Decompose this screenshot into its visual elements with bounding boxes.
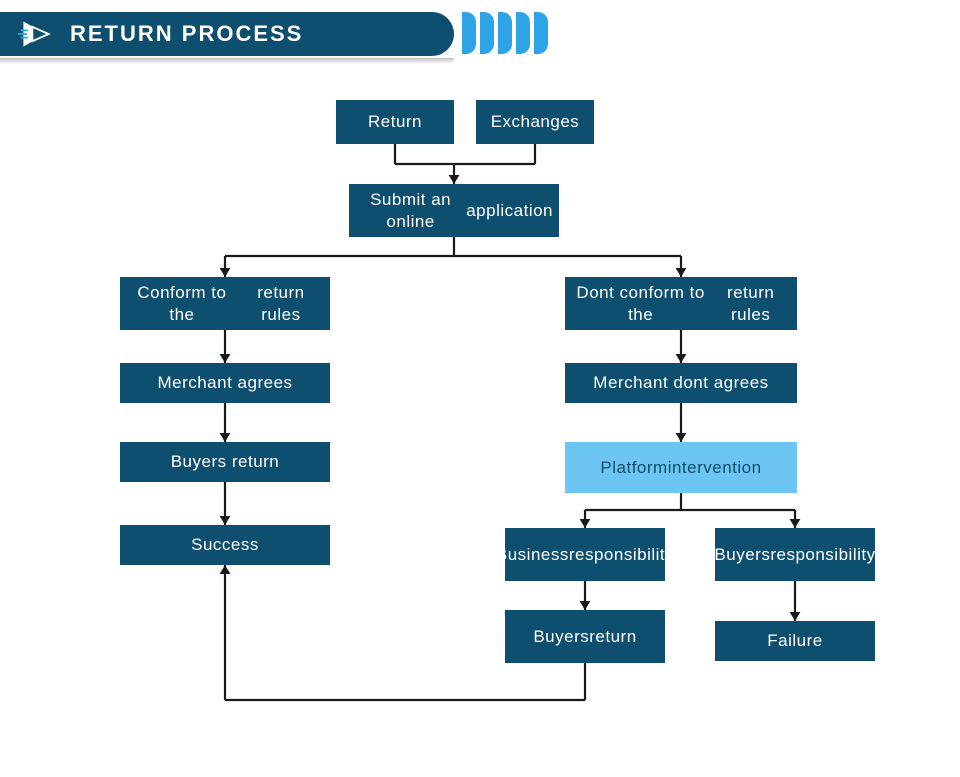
- node-mdisagree: Merchant dont agrees: [565, 363, 797, 403]
- node-failure: Failure: [715, 621, 875, 661]
- header-bar: RETURN PROCESS: [0, 12, 454, 56]
- header-shadow: [0, 58, 454, 64]
- node-success: Success: [120, 525, 330, 565]
- node-return: Return: [336, 100, 454, 144]
- node-exchanges: Exchanges: [476, 100, 594, 144]
- node-platform: Platformintervention: [565, 442, 797, 493]
- node-magree: Merchant agrees: [120, 363, 330, 403]
- header-stripe: [516, 12, 530, 54]
- node-bizresp: Businessresponsibility: [505, 528, 665, 581]
- node-breturn2: Buyersreturn: [505, 610, 665, 663]
- header-stripe: [480, 12, 494, 54]
- node-buyresp: Buyersresponsibility: [715, 528, 875, 581]
- header-stripe: [462, 12, 476, 54]
- header-banner: RETURN PROCESS: [0, 12, 480, 56]
- node-nconform: Dont conform to thereturn rules: [565, 277, 797, 330]
- header-title: RETURN PROCESS: [70, 21, 303, 47]
- flowchart: Return Exchanges Submit an onlineapplicati…: [0, 80, 960, 777]
- header-stripe: [498, 12, 512, 54]
- node-conform: Conform to thereturn rules: [120, 277, 330, 330]
- node-breturn1: Buyers return: [120, 442, 330, 482]
- node-submit: Submit an onlineapplication: [349, 184, 559, 237]
- header-stripes: [462, 12, 548, 54]
- header-stripe: [534, 12, 548, 54]
- play-icon: [18, 16, 54, 52]
